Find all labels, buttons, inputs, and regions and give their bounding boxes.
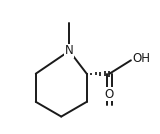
Text: OH: OH [132,52,150,66]
Text: N: N [65,44,74,57]
Text: O: O [105,88,114,100]
